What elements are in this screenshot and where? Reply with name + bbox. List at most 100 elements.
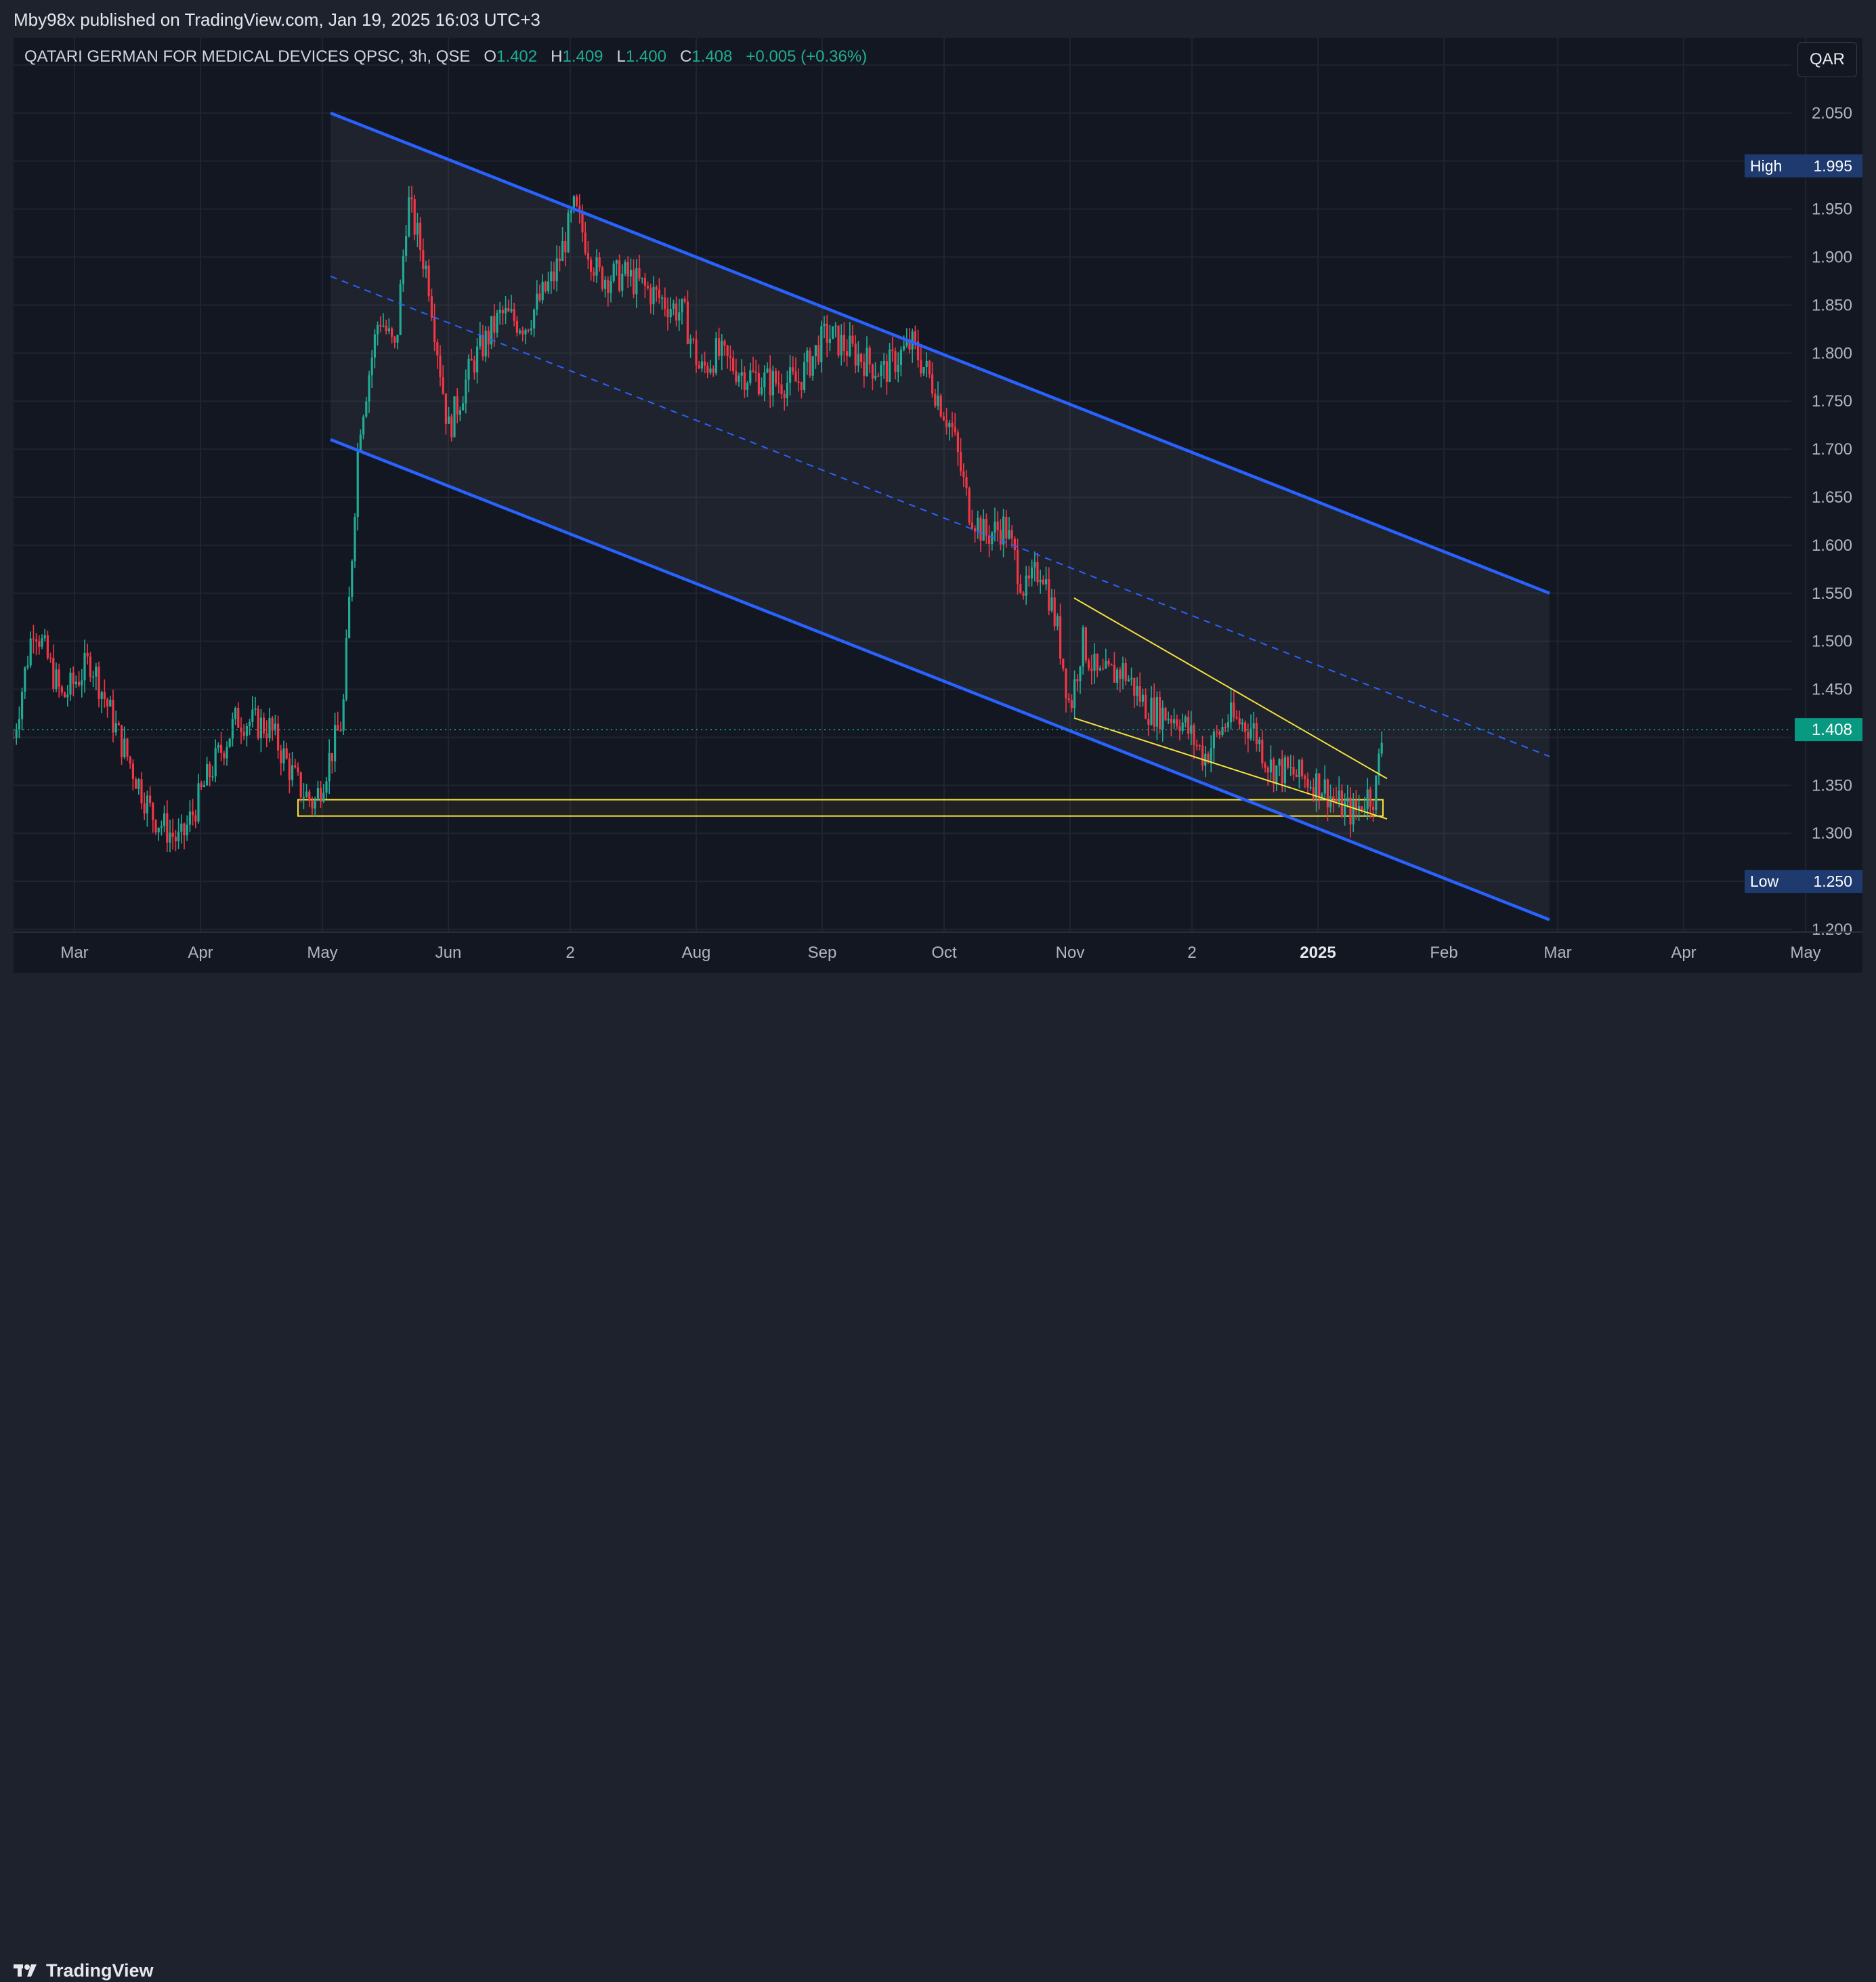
candle-body — [1312, 787, 1315, 799]
candle-body — [180, 823, 183, 832]
candle-body — [746, 383, 749, 390]
candle-body — [877, 375, 880, 377]
candle-body — [564, 241, 567, 253]
candle-body — [1147, 719, 1150, 725]
candle-body — [129, 757, 131, 764]
candle-body — [942, 416, 945, 421]
candle-body — [954, 427, 956, 433]
candle-body — [826, 323, 828, 343]
candle-body — [593, 272, 595, 276]
candle-body — [365, 401, 368, 417]
time-tick-label: Jun — [435, 944, 462, 962]
candle-body — [416, 222, 419, 235]
candle-body — [780, 384, 783, 394]
candle-body — [228, 738, 231, 747]
candle-body — [1110, 664, 1113, 666]
candle-body — [476, 346, 479, 373]
candle-body — [601, 267, 603, 289]
candle-body — [519, 331, 521, 333]
time-tick-label: 2 — [1187, 944, 1196, 962]
candle-body — [1033, 562, 1036, 568]
candle-body — [1230, 702, 1233, 723]
candle-body — [1138, 686, 1141, 702]
candle-body — [305, 791, 308, 797]
candle-body — [430, 296, 433, 318]
candle-body — [951, 423, 954, 427]
candle-body — [393, 337, 396, 343]
price-tick-label: 1.900 — [1812, 249, 1852, 267]
candle-body — [211, 776, 214, 778]
candle-body — [322, 793, 325, 802]
candle-body — [1002, 516, 1005, 545]
candle-body — [1084, 627, 1087, 661]
time-tick-label: Aug — [682, 944, 711, 962]
price-tick-label: 1.300 — [1812, 824, 1852, 843]
candle-body — [555, 258, 558, 282]
candle-body — [413, 199, 416, 235]
candle-body — [1193, 725, 1195, 745]
candle-body — [655, 287, 658, 290]
candle-body — [29, 638, 32, 666]
candle-body — [1050, 597, 1053, 611]
candle-body — [1079, 666, 1082, 681]
candle-body — [914, 331, 916, 342]
candle-body — [1027, 575, 1030, 578]
candle-body — [937, 395, 939, 406]
candle-body — [43, 635, 46, 639]
price-tick-label: 1.350 — [1812, 776, 1852, 795]
candle-body — [996, 521, 999, 530]
candle-body — [911, 331, 914, 350]
candle-body — [962, 471, 965, 478]
candle-body — [567, 213, 570, 253]
currency-button[interactable]: QAR — [1797, 42, 1857, 77]
candle-body — [991, 532, 994, 544]
candle-body — [249, 721, 251, 727]
candle-body — [114, 723, 117, 733]
tradingview-logo[interactable]: TradingView — [14, 1959, 154, 1982]
candle-body — [439, 355, 442, 377]
candle-body — [763, 372, 766, 388]
candle-body — [14, 737, 15, 738]
candle-body — [1378, 753, 1380, 776]
high-badge-value: 1.995 — [1813, 157, 1852, 175]
high-badge-label: High — [1750, 157, 1782, 175]
footer-bar: TradingView — [0, 975, 1876, 1981]
chart-area[interactable]: 2.050 1.950 1.900 1.850 1.800 1.750 1.700 1.650… — [14, 38, 1862, 973]
candle-body — [718, 338, 721, 356]
candle-body — [1067, 698, 1070, 700]
candle-body — [473, 360, 475, 373]
candle-body — [908, 339, 911, 350]
candle-body — [820, 326, 823, 362]
price-tick-label: 2.050 — [1812, 104, 1852, 123]
candle-body — [524, 329, 527, 335]
candle-body — [1025, 575, 1027, 596]
candle-body — [1173, 719, 1176, 723]
change-value: +0.005 (+0.36%) — [746, 47, 868, 66]
candle-body — [32, 638, 35, 640]
candle-body — [64, 692, 66, 698]
candle-body — [550, 271, 553, 282]
candle-body — [223, 753, 226, 759]
candle-body — [515, 320, 518, 333]
candle-body — [1082, 627, 1084, 667]
candle-body — [280, 750, 282, 763]
price-tick-label: 1.800 — [1812, 344, 1852, 362]
candle-body — [595, 257, 598, 276]
candle-body — [265, 733, 268, 738]
candle-body — [351, 561, 354, 597]
candle-body — [1099, 668, 1101, 671]
candle-body — [604, 279, 607, 289]
candle-body — [271, 717, 274, 731]
candle-body — [214, 748, 217, 777]
candle-body — [683, 299, 686, 302]
price-tick-label: 1.200 — [1812, 921, 1852, 939]
low-value: 1.400 — [625, 47, 666, 66]
candle-body — [188, 811, 191, 825]
candle-body — [1309, 787, 1312, 788]
candle-body — [263, 717, 265, 734]
candle-body — [408, 197, 410, 236]
candle-body — [1093, 654, 1096, 671]
price-chart[interactable]: 2.050 1.950 1.900 1.850 1.800 1.750 1.700 1.650… — [14, 38, 1862, 973]
candle-body — [163, 813, 166, 826]
candle-body — [399, 284, 402, 335]
